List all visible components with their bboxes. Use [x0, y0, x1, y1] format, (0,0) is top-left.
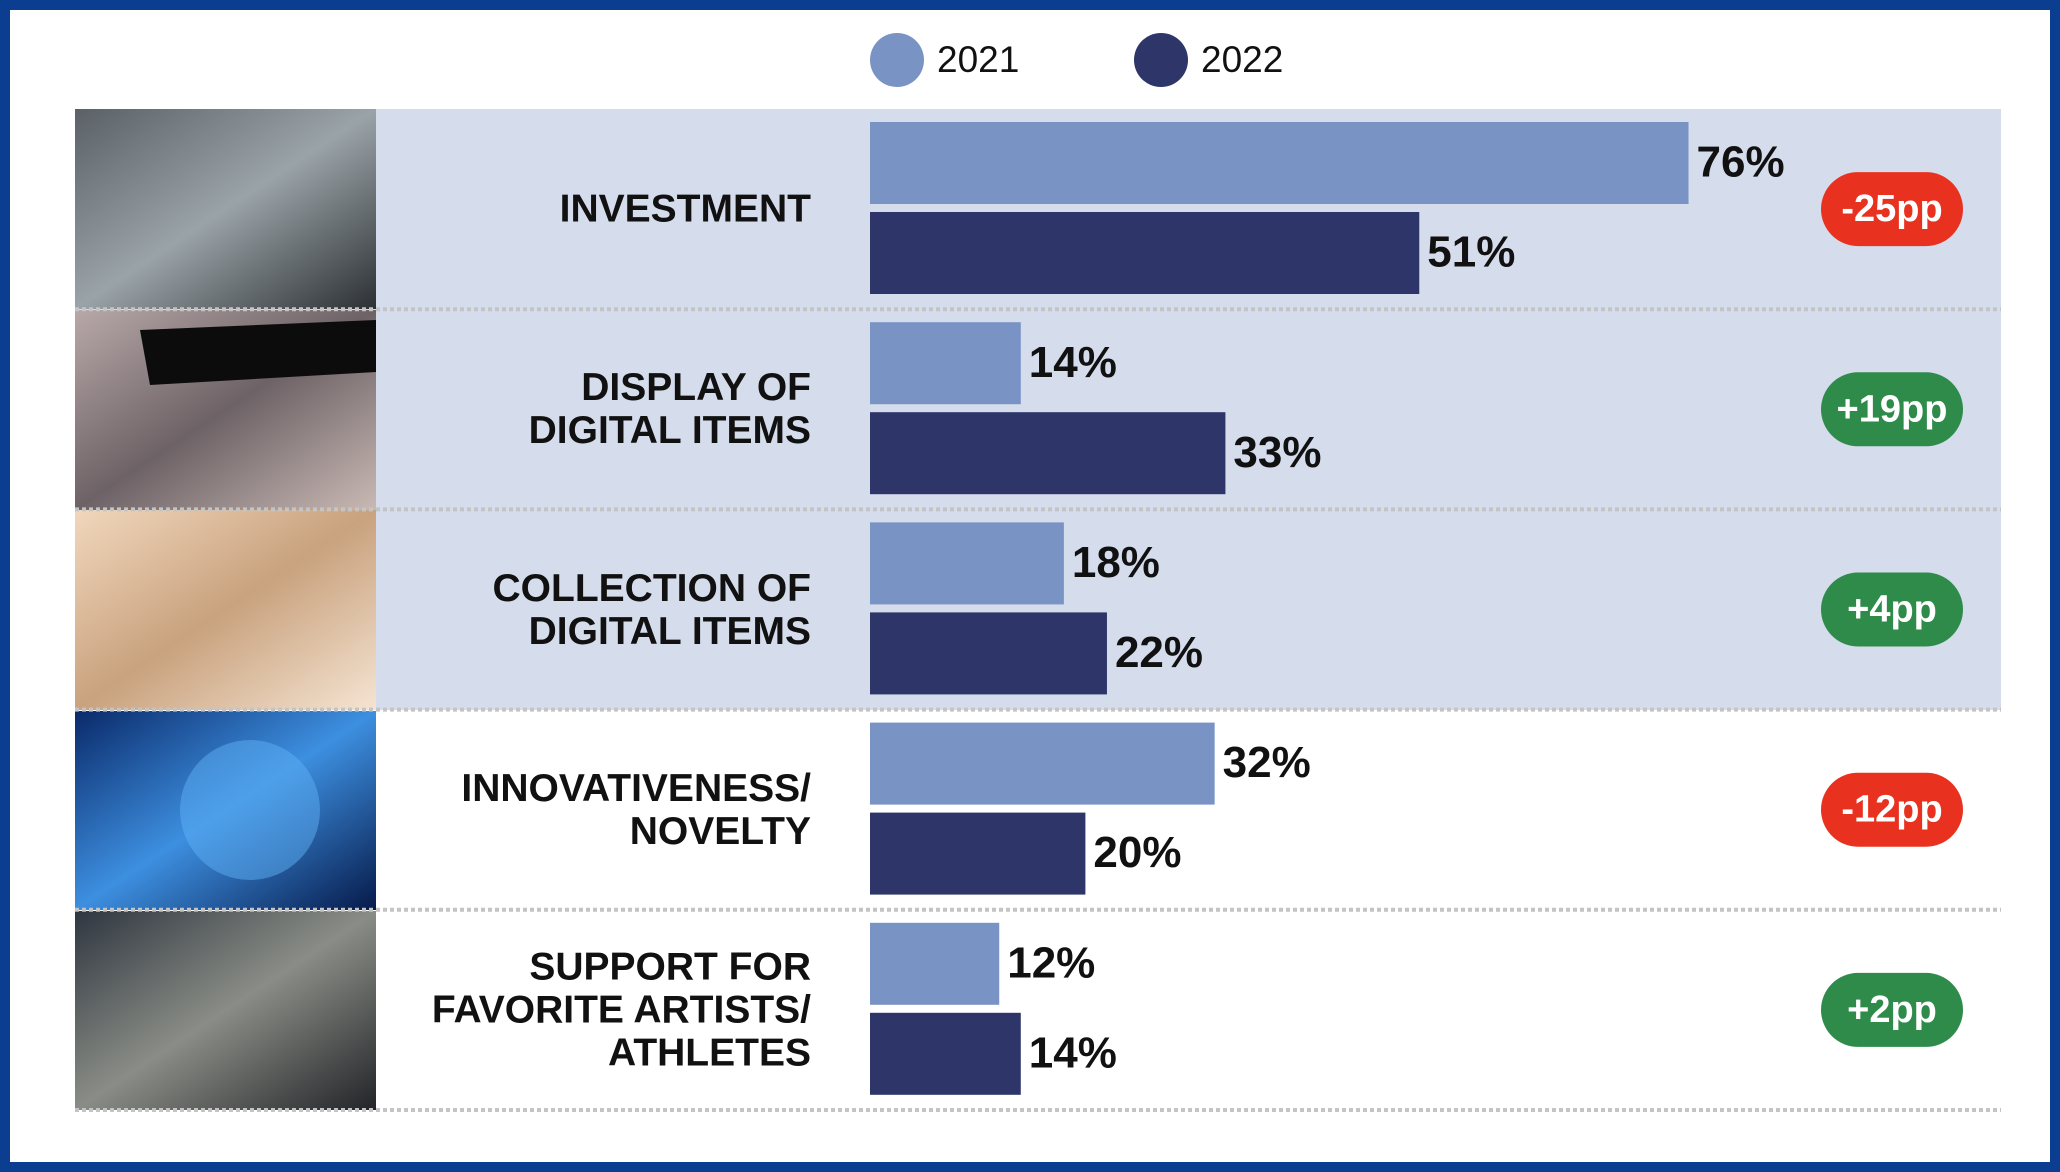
- category-label: DISPLAY OF DIGITAL ITEMS: [528, 366, 811, 453]
- row-photo-detail: [140, 320, 376, 385]
- value-label: 33%: [1233, 428, 1321, 477]
- category-label: INVESTMENT: [559, 187, 811, 231]
- row-photo-detail: [180, 740, 320, 880]
- value-label: 32%: [1223, 738, 1311, 787]
- category-label: INNOVATIVENESS/ NOVELTY: [461, 766, 811, 853]
- legend-label: 2021: [937, 39, 1019, 80]
- change-badge: [1821, 772, 1963, 847]
- bar: [870, 612, 1107, 695]
- bar: [870, 412, 1226, 495]
- bar: [870, 522, 1064, 605]
- change-label: +19pp: [1837, 388, 1948, 430]
- change-badge: [1821, 572, 1963, 647]
- row-photo: [75, 911, 376, 1110]
- highlight-band: [75, 109, 2001, 710]
- bar: [870, 922, 1000, 1005]
- bar: [870, 122, 1689, 204]
- bar: [870, 212, 1420, 294]
- change-label: +2pp: [1847, 989, 1937, 1031]
- value-label: 12%: [1007, 938, 1095, 987]
- row-photo: [75, 510, 376, 710]
- bar: [870, 812, 1086, 895]
- change-label: +4pp: [1847, 589, 1937, 631]
- change-label: -12pp: [1841, 789, 1942, 831]
- separators: [75, 307, 2001, 1112]
- bar: [870, 722, 1215, 805]
- change-badge: [1821, 972, 1963, 1047]
- value-label: 14%: [1029, 1028, 1117, 1077]
- row-photo: [75, 109, 376, 309]
- bar: [870, 1012, 1021, 1095]
- value-label: 20%: [1093, 828, 1181, 877]
- value-label: 51%: [1427, 228, 1515, 277]
- value-label: 76%: [1697, 138, 1785, 187]
- category-label: SUPPORT FOR FAVORITE ARTISTS/ ATHLETES: [431, 945, 811, 1075]
- value-label: 18%: [1072, 538, 1160, 587]
- change-badge: [1821, 372, 1963, 447]
- legend-label: 2022: [1201, 39, 1283, 80]
- category-label: COLLECTION OF DIGITAL ITEMS: [492, 566, 811, 653]
- legend-swatch: [1134, 33, 1188, 87]
- legend-swatch: [870, 33, 924, 87]
- bar: [870, 322, 1021, 405]
- change-label: -25pp: [1841, 188, 1942, 230]
- value-label: 22%: [1115, 628, 1203, 677]
- change-badge: [1821, 172, 1963, 247]
- value-label: 14%: [1029, 338, 1117, 387]
